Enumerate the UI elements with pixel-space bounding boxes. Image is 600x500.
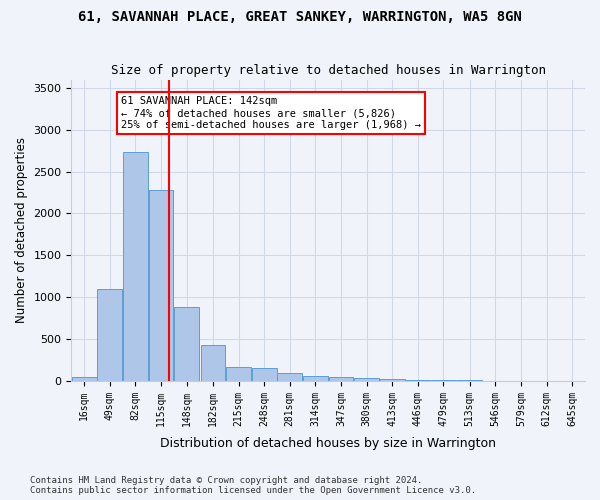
Bar	[354, 378, 379, 381]
X-axis label: Distribution of detached houses by size in Warrington: Distribution of detached houses by size …	[160, 437, 496, 450]
Bar	[72, 376, 97, 381]
Text: 61 SAVANNAH PLACE: 142sqm
← 74% of detached houses are smaller (5,826)
25% of se: 61 SAVANNAH PLACE: 142sqm ← 74% of detac…	[121, 96, 421, 130]
Text: Contains HM Land Registry data © Crown copyright and database right 2024.
Contai: Contains HM Land Registry data © Crown c…	[30, 476, 476, 495]
Bar	[97, 289, 122, 381]
Bar	[431, 380, 456, 381]
Bar	[303, 376, 328, 381]
Bar	[149, 190, 173, 381]
Bar	[174, 308, 199, 381]
Bar	[277, 374, 302, 381]
Bar	[406, 380, 430, 381]
Bar	[226, 367, 251, 381]
Bar	[380, 379, 404, 381]
Bar	[123, 152, 148, 381]
Bar	[329, 376, 353, 381]
Title: Size of property relative to detached houses in Warrington: Size of property relative to detached ho…	[111, 64, 546, 77]
Y-axis label: Number of detached properties: Number of detached properties	[15, 137, 28, 323]
Bar	[200, 345, 226, 381]
Text: 61, SAVANNAH PLACE, GREAT SANKEY, WARRINGTON, WA5 8GN: 61, SAVANNAH PLACE, GREAT SANKEY, WARRIN…	[78, 10, 522, 24]
Bar	[252, 368, 277, 381]
